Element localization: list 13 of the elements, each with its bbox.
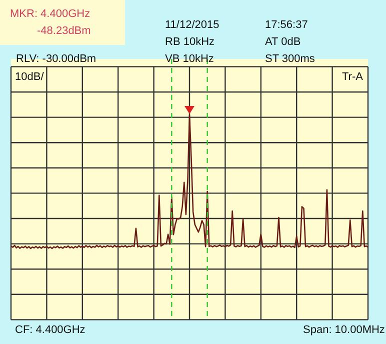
text: Span: 10.00MHz [303,323,385,337]
text: 11/12/2015 [165,18,220,32]
text: Tr-A [342,70,363,84]
text: ST 300ms [265,52,315,66]
text: RLV: -30.00dBm [16,52,96,66]
text: 17:56:37 [265,18,308,32]
text: MKR: 4.400GHz [10,7,90,21]
text: RB 10kHz [165,35,215,49]
text: VB 10kHz [165,52,214,66]
text: CF: 4.400GHz [15,323,86,337]
text: -48.23dBm [37,24,91,38]
text: AT 0dB [265,35,301,49]
text: 10dB/ [15,70,44,84]
